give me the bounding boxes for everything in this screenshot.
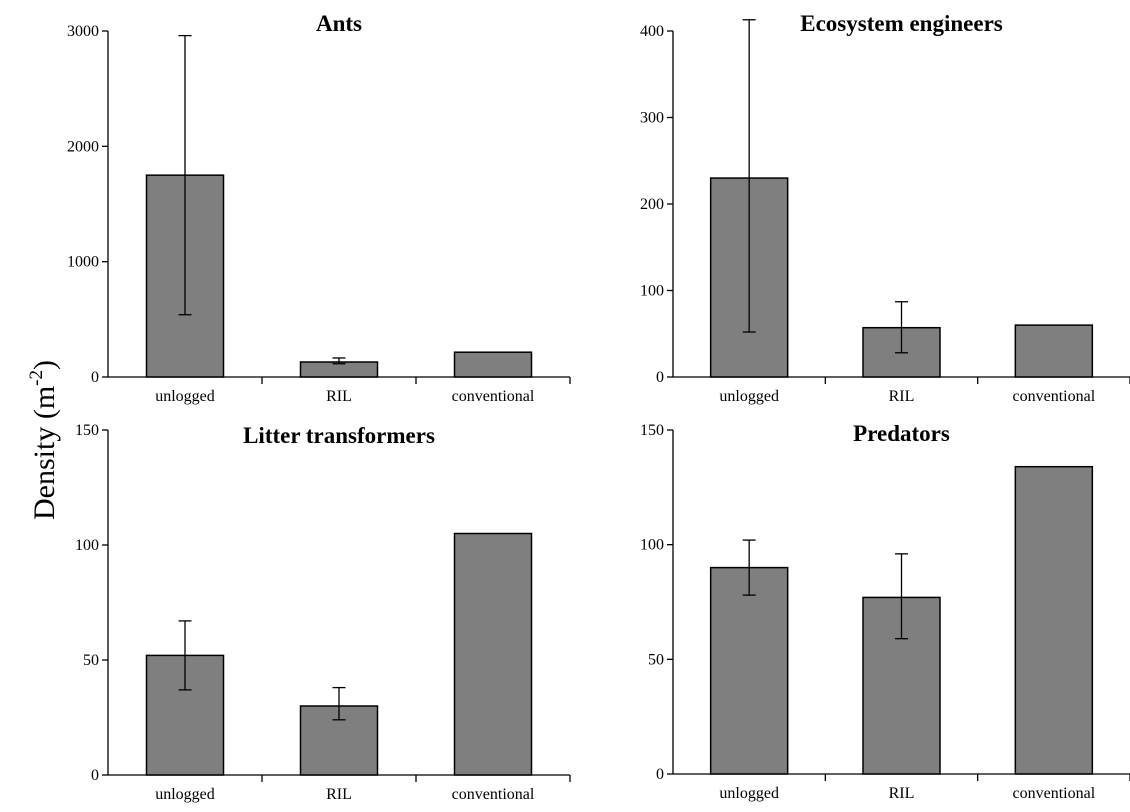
y-tick-label: 200 <box>640 196 664 213</box>
category-label: conventional <box>1013 785 1096 802</box>
category-label: unlogged <box>155 786 215 803</box>
y-tick-label: 150 <box>75 422 99 439</box>
category-label: unlogged <box>719 785 779 802</box>
y-tick-label: 150 <box>640 422 664 439</box>
category-label: RIL <box>326 786 352 803</box>
y-tick-label: 100 <box>75 537 99 554</box>
y-tick-label: 3000 <box>67 23 99 40</box>
y-tick-label: 0 <box>91 369 99 386</box>
y-tick-label: 0 <box>656 369 664 386</box>
panel-title: Predators <box>853 421 950 446</box>
panel-ants: Ants 0 1000 2000 3000 unlogged RIL conventional <box>67 11 571 405</box>
y-tick-label: 1000 <box>67 254 99 271</box>
category-label: RIL <box>889 388 915 405</box>
bar-unlogged <box>709 566 789 775</box>
y-axis-label-text: Density (m <box>28 386 61 520</box>
bar-conventional <box>1014 465 1094 775</box>
bar-conventional <box>1014 324 1094 378</box>
y-tick-label: 2000 <box>67 138 99 155</box>
panel-litter-transformers: Litter transformers 0 50 100 150 unlogged RIL c… <box>75 422 571 803</box>
y-tick-label: 0 <box>91 767 99 784</box>
y-tick-label: 0 <box>656 766 664 783</box>
y-tick-label: 300 <box>640 110 664 127</box>
category-label: conventional <box>1013 388 1096 405</box>
y-tick-label: 400 <box>640 23 664 40</box>
category-label: RIL <box>889 785 915 802</box>
y-axis-label-close: ) <box>28 360 61 370</box>
panel-title: Ecosystem engineers <box>800 11 1003 36</box>
y-tick-label: 50 <box>648 651 664 668</box>
category-label: conventional <box>452 786 535 803</box>
category-label: unlogged <box>719 388 779 405</box>
category-label: conventional <box>452 388 535 405</box>
category-label: unlogged <box>155 388 215 405</box>
bar-conventional <box>453 532 533 776</box>
panel-title: Ants <box>316 11 362 36</box>
category-label: RIL <box>326 388 352 405</box>
y-axis-label: Density (m-2) <box>26 360 61 520</box>
panel-title: Litter transformers <box>243 423 435 448</box>
y-axis-label-superscript: -2 <box>26 370 47 386</box>
y-tick-label: 100 <box>640 283 664 300</box>
y-tick-label: 100 <box>640 537 664 554</box>
panel-ecosystem-engineers: Ecosystem engineers 0 100 200 300 400 unlogged… <box>640 11 1130 405</box>
panel-predators: Predators 0 50 100 150 unlogged RIL conventiona… <box>640 421 1130 802</box>
y-tick-label: 50 <box>83 652 99 669</box>
bar-conventional <box>453 351 533 378</box>
